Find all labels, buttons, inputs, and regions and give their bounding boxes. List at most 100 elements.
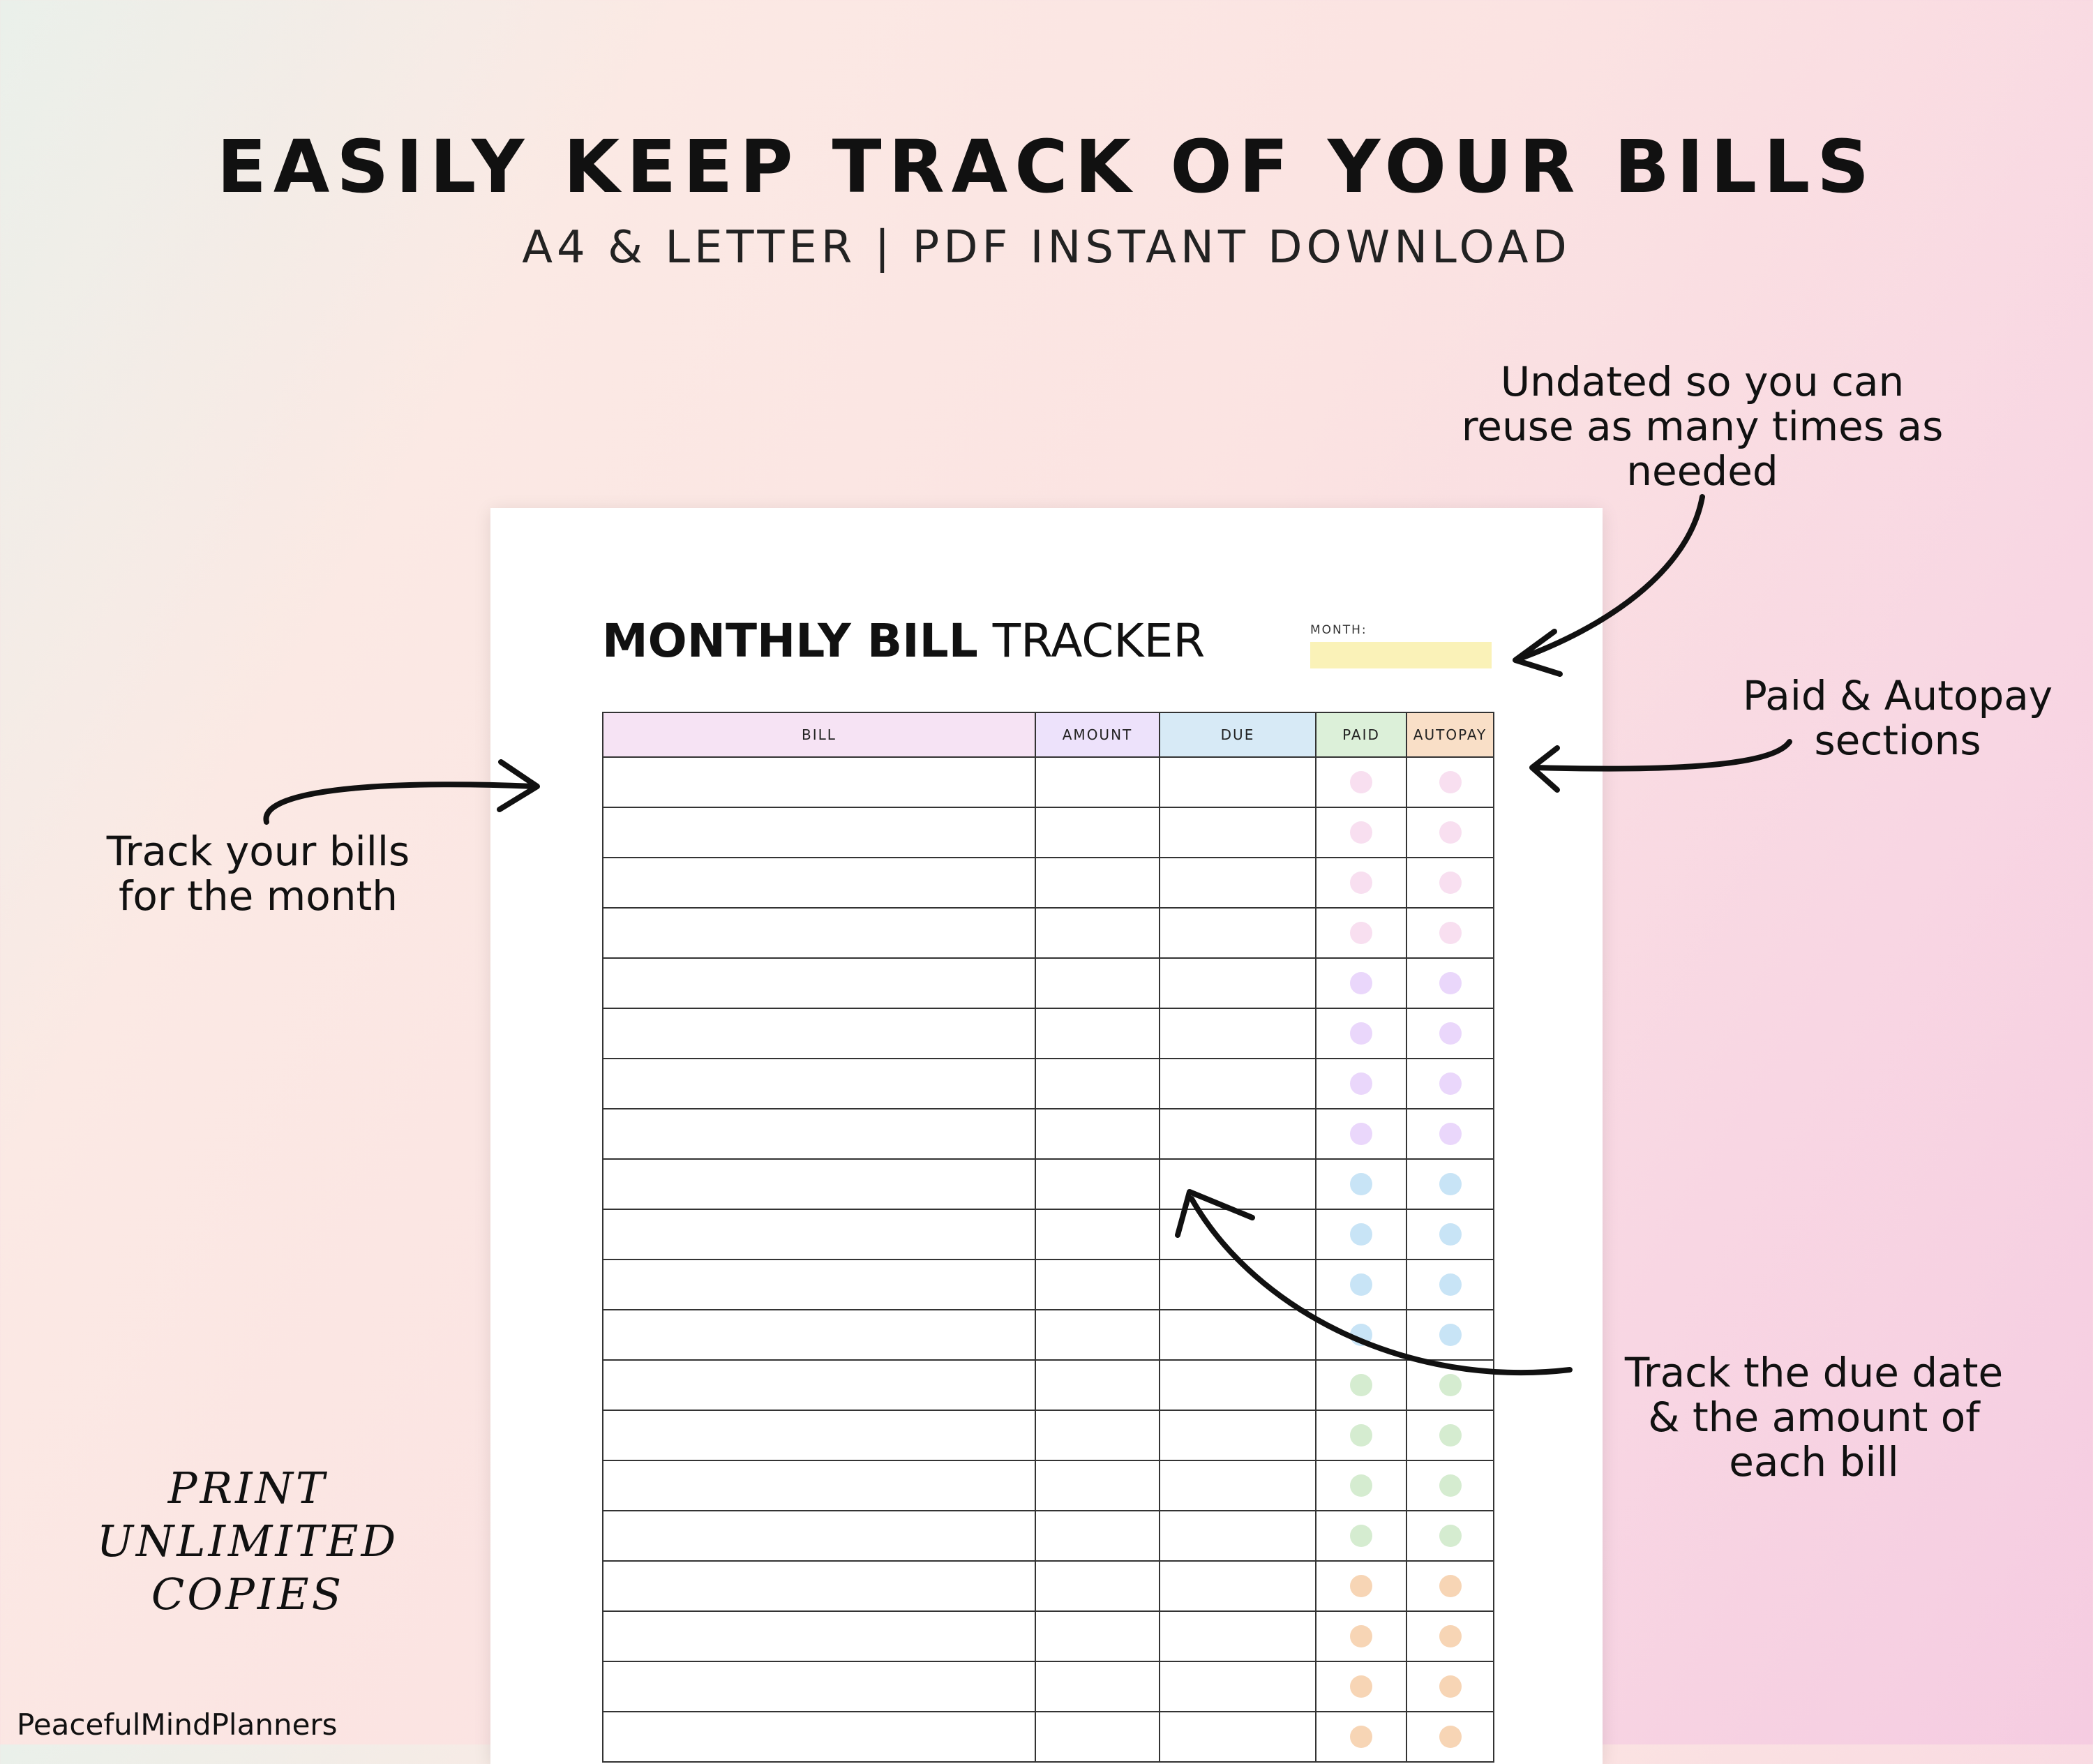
autopay-cell[interactable] bbox=[1406, 1510, 1494, 1562]
paid-dot[interactable] bbox=[1350, 1675, 1372, 1698]
due-cell[interactable] bbox=[1159, 807, 1316, 858]
autopay-dot[interactable] bbox=[1439, 1525, 1462, 1547]
amount-cell[interactable] bbox=[1035, 1359, 1160, 1411]
due-cell[interactable] bbox=[1159, 957, 1316, 1009]
amount-cell[interactable] bbox=[1035, 1158, 1160, 1210]
amount-cell[interactable] bbox=[1035, 1460, 1160, 1511]
autopay-dot[interactable] bbox=[1439, 1575, 1462, 1597]
due-cell[interactable] bbox=[1159, 1008, 1316, 1059]
paid-dot[interactable] bbox=[1350, 771, 1372, 793]
paid-cell[interactable] bbox=[1315, 1610, 1407, 1662]
due-cell[interactable] bbox=[1159, 756, 1316, 808]
paid-dot[interactable] bbox=[1350, 1424, 1372, 1447]
paid-cell[interactable] bbox=[1315, 1359, 1407, 1411]
amount-cell[interactable] bbox=[1035, 1309, 1160, 1361]
paid-cell[interactable] bbox=[1315, 1560, 1407, 1612]
amount-cell[interactable] bbox=[1035, 857, 1160, 909]
paid-cell[interactable] bbox=[1315, 1008, 1407, 1059]
paid-cell[interactable] bbox=[1315, 957, 1407, 1009]
autopay-dot[interactable] bbox=[1439, 1374, 1462, 1396]
amount-cell[interactable] bbox=[1035, 756, 1160, 808]
autopay-cell[interactable] bbox=[1406, 1309, 1494, 1361]
autopay-cell[interactable] bbox=[1406, 1661, 1494, 1712]
autopay-dot[interactable] bbox=[1439, 1324, 1462, 1346]
amount-cell[interactable] bbox=[1035, 1661, 1160, 1712]
due-cell[interactable] bbox=[1159, 1108, 1316, 1160]
due-cell[interactable] bbox=[1159, 1359, 1316, 1411]
due-cell[interactable] bbox=[1159, 1510, 1316, 1562]
bill-cell[interactable] bbox=[602, 1259, 1036, 1310]
bill-cell[interactable] bbox=[602, 1309, 1036, 1361]
paid-cell[interactable] bbox=[1315, 1158, 1407, 1210]
paid-dot[interactable] bbox=[1350, 972, 1372, 994]
autopay-dot[interactable] bbox=[1439, 771, 1462, 793]
due-cell[interactable] bbox=[1159, 1309, 1316, 1361]
bill-cell[interactable] bbox=[602, 957, 1036, 1009]
bill-cell[interactable] bbox=[602, 1510, 1036, 1562]
paid-dot[interactable] bbox=[1350, 821, 1372, 844]
paid-cell[interactable] bbox=[1315, 756, 1407, 808]
autopay-cell[interactable] bbox=[1406, 1410, 1494, 1461]
bill-cell[interactable] bbox=[602, 807, 1036, 858]
paid-dot[interactable] bbox=[1350, 1022, 1372, 1045]
amount-cell[interactable] bbox=[1035, 1058, 1160, 1109]
amount-cell[interactable] bbox=[1035, 1108, 1160, 1160]
autopay-dot[interactable] bbox=[1439, 1474, 1462, 1497]
bill-cell[interactable] bbox=[602, 1209, 1036, 1260]
bill-cell[interactable] bbox=[602, 1158, 1036, 1210]
autopay-cell[interactable] bbox=[1406, 1008, 1494, 1059]
paid-dot[interactable] bbox=[1350, 1223, 1372, 1246]
due-cell[interactable] bbox=[1159, 907, 1316, 959]
autopay-dot[interactable] bbox=[1439, 1424, 1462, 1447]
autopay-dot[interactable] bbox=[1439, 972, 1462, 994]
paid-cell[interactable] bbox=[1315, 857, 1407, 909]
autopay-dot[interactable] bbox=[1439, 872, 1462, 894]
due-cell[interactable] bbox=[1159, 1460, 1316, 1511]
bill-cell[interactable] bbox=[602, 907, 1036, 959]
paid-cell[interactable] bbox=[1315, 1209, 1407, 1260]
amount-cell[interactable] bbox=[1035, 1510, 1160, 1562]
amount-cell[interactable] bbox=[1035, 1410, 1160, 1461]
paid-cell[interactable] bbox=[1315, 1058, 1407, 1109]
autopay-dot[interactable] bbox=[1439, 1072, 1462, 1095]
paid-dot[interactable] bbox=[1350, 1072, 1372, 1095]
paid-dot[interactable] bbox=[1350, 1625, 1372, 1647]
autopay-dot[interactable] bbox=[1439, 1273, 1462, 1296]
paid-dot[interactable] bbox=[1350, 1575, 1372, 1597]
autopay-dot[interactable] bbox=[1439, 1223, 1462, 1246]
amount-cell[interactable] bbox=[1035, 1560, 1160, 1612]
autopay-cell[interactable] bbox=[1406, 857, 1494, 909]
paid-cell[interactable] bbox=[1315, 1410, 1407, 1461]
autopay-dot[interactable] bbox=[1439, 821, 1462, 844]
autopay-dot[interactable] bbox=[1439, 922, 1462, 944]
autopay-dot[interactable] bbox=[1439, 1173, 1462, 1195]
autopay-dot[interactable] bbox=[1439, 1675, 1462, 1698]
due-cell[interactable] bbox=[1159, 1058, 1316, 1109]
paid-cell[interactable] bbox=[1315, 1460, 1407, 1511]
bill-cell[interactable] bbox=[602, 1058, 1036, 1109]
amount-cell[interactable] bbox=[1035, 1008, 1160, 1059]
paid-dot[interactable] bbox=[1350, 1173, 1372, 1195]
autopay-cell[interactable] bbox=[1406, 807, 1494, 858]
autopay-dot[interactable] bbox=[1439, 1022, 1462, 1045]
bill-cell[interactable] bbox=[602, 1661, 1036, 1712]
paid-dot[interactable] bbox=[1350, 1474, 1372, 1497]
bill-cell[interactable] bbox=[602, 1108, 1036, 1160]
amount-cell[interactable] bbox=[1035, 1610, 1160, 1662]
amount-cell[interactable] bbox=[1035, 907, 1160, 959]
month-field[interactable] bbox=[1310, 642, 1492, 668]
paid-cell[interactable] bbox=[1315, 1661, 1407, 1712]
bill-cell[interactable] bbox=[602, 1410, 1036, 1461]
paid-dot[interactable] bbox=[1350, 872, 1372, 894]
autopay-cell[interactable] bbox=[1406, 1560, 1494, 1612]
amount-cell[interactable] bbox=[1035, 1209, 1160, 1260]
autopay-cell[interactable] bbox=[1406, 1610, 1494, 1662]
paid-dot[interactable] bbox=[1350, 1273, 1372, 1296]
autopay-cell[interactable] bbox=[1406, 1460, 1494, 1511]
autopay-dot[interactable] bbox=[1439, 1123, 1462, 1145]
due-cell[interactable] bbox=[1159, 1610, 1316, 1662]
paid-dot[interactable] bbox=[1350, 922, 1372, 944]
due-cell[interactable] bbox=[1159, 857, 1316, 909]
paid-cell[interactable] bbox=[1315, 1259, 1407, 1310]
due-cell[interactable] bbox=[1159, 1410, 1316, 1461]
